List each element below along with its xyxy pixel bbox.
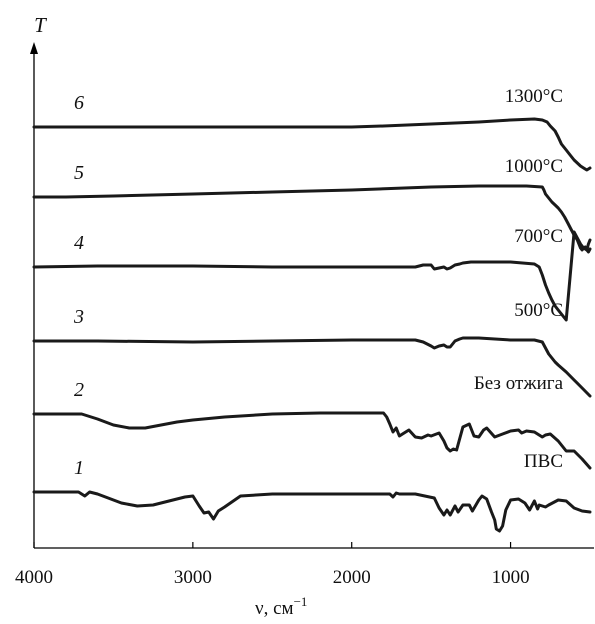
spectrum-curve-1 <box>32 490 592 533</box>
curve-label-1: ПВС <box>524 451 563 472</box>
curve-number-4: 4 <box>74 232 84 254</box>
curve-number-6: 6 <box>74 92 84 114</box>
spectrum-curve-3 <box>32 336 592 398</box>
y-axis-title: T <box>34 13 47 37</box>
x-axis-title-text: ν, см <box>255 598 294 619</box>
curve-number-5: 5 <box>74 162 84 184</box>
y-axis-arrow <box>30 42 38 54</box>
x-tick-label: 3000 <box>174 567 212 588</box>
curve-number-1: 1 <box>74 457 84 479</box>
x-tick-label: 2000 <box>333 567 371 588</box>
curve-label-6: 1300°C <box>505 86 563 107</box>
x-tick-label: 4000 <box>15 567 53 588</box>
spectrum-curve-4 <box>32 230 592 322</box>
spectrum-curve-2 <box>32 411 592 470</box>
x-tick-group: 4000 3000 2000 1000 <box>15 542 530 588</box>
curve-label-2: Без отжига <box>474 373 564 394</box>
curve-label-5: 1000°C <box>505 156 563 177</box>
spectrum-curve-6 <box>32 117 592 172</box>
spectrum-curves: 1 ПВС 2 Без отжига 3 500°C 4 700°C 5 1000°C 6 1300°… <box>32 86 592 533</box>
curve-number-3: 3 <box>73 306 84 328</box>
curve-label-3: 500°C <box>514 300 563 321</box>
x-axis-title-superscript: −1 <box>294 594 308 609</box>
spectrum-curve-5 <box>32 184 592 254</box>
x-tick-label: 1000 <box>492 567 530 588</box>
x-axis-title: ν, см−1 <box>255 594 307 619</box>
curve-number-2: 2 <box>74 379 84 401</box>
curve-label-4: 700°C <box>514 226 563 247</box>
